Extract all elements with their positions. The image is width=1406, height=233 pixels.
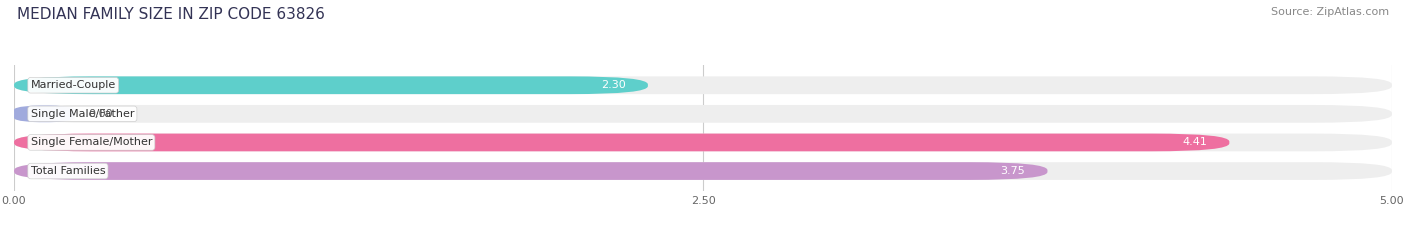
Text: Single Male/Father: Single Male/Father	[31, 109, 134, 119]
Text: 2.30: 2.30	[602, 80, 626, 90]
Text: Married-Couple: Married-Couple	[31, 80, 115, 90]
FancyBboxPatch shape	[14, 162, 1047, 180]
FancyBboxPatch shape	[14, 105, 1392, 123]
Text: Source: ZipAtlas.com: Source: ZipAtlas.com	[1271, 7, 1389, 17]
FancyBboxPatch shape	[14, 162, 1392, 180]
Text: 3.75: 3.75	[1001, 166, 1025, 176]
Text: 0.00: 0.00	[89, 109, 112, 119]
Text: Single Female/Mother: Single Female/Mother	[31, 137, 152, 147]
FancyBboxPatch shape	[14, 134, 1229, 151]
FancyBboxPatch shape	[14, 134, 1392, 151]
FancyBboxPatch shape	[14, 105, 75, 123]
Text: Total Families: Total Families	[31, 166, 105, 176]
FancyBboxPatch shape	[14, 76, 1392, 94]
FancyBboxPatch shape	[14, 76, 648, 94]
Text: MEDIAN FAMILY SIZE IN ZIP CODE 63826: MEDIAN FAMILY SIZE IN ZIP CODE 63826	[17, 7, 325, 22]
Text: 4.41: 4.41	[1182, 137, 1208, 147]
